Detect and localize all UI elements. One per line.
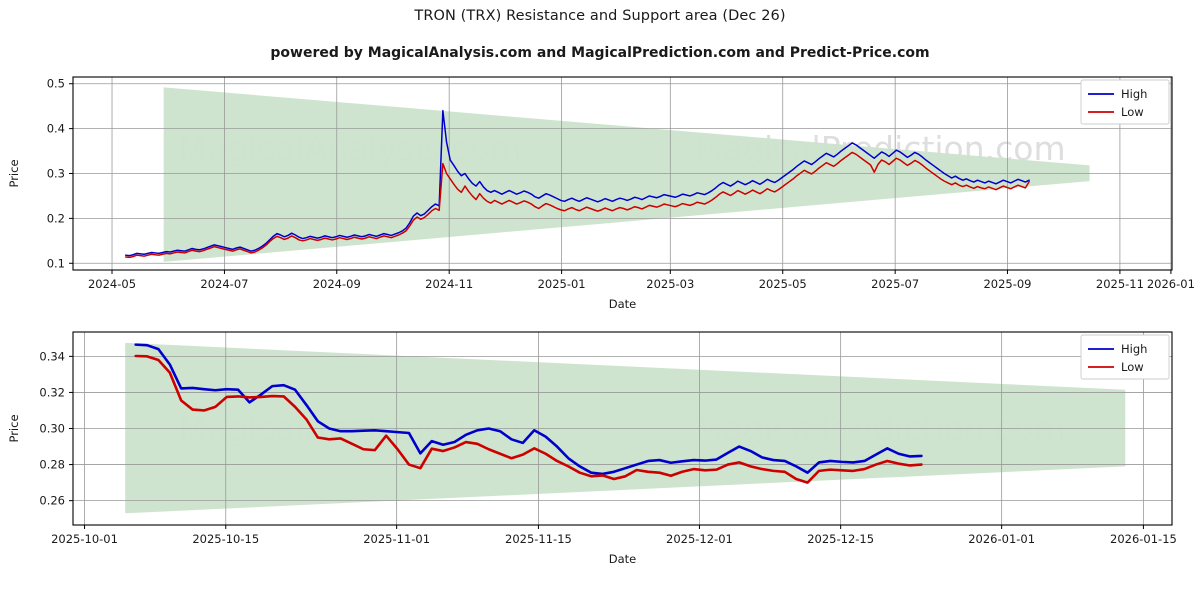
x-tick-label: 2025-05: [759, 277, 807, 291]
upper-chart-panel: MagicalAnalysis.com MagicalPrediction.com…: [0, 60, 1200, 315]
x-axis-label: Date: [609, 297, 637, 311]
series-line-high: [125, 109, 1030, 257]
chart-legend[interactable]: High Low: [1080, 334, 1170, 380]
x-tick-label: 2024-09: [313, 277, 361, 291]
x-tick-label: 2025-12-15: [807, 532, 874, 546]
y-tick-label: 0.2: [47, 211, 65, 225]
x-tick-label: 2025-11: [1096, 277, 1144, 291]
y-tick-label: 0.34: [39, 349, 65, 363]
x-tick-label: 2024-11: [425, 277, 473, 291]
x-tick-label: 2025-03: [646, 277, 694, 291]
y-tick-label: 0.3: [47, 167, 65, 181]
y-tick-label: 0.5: [47, 77, 65, 91]
series-line-high: [134, 343, 923, 476]
y-axis-label: Price: [7, 159, 21, 187]
y-tick-label: 0.32: [39, 385, 65, 399]
watermark-text: MagicalAnalysis.com: [178, 267, 521, 306]
plot-border: [72, 76, 1173, 271]
x-tick-label: 2026-01-15: [1110, 532, 1177, 546]
x-tick-label: 2025-09: [983, 277, 1031, 291]
x-tick-label: 2025-07: [871, 277, 919, 291]
x-tick-label: 2026-01: [1147, 277, 1195, 291]
legend-box: [1080, 334, 1170, 380]
x-tick-label: 2024-05: [88, 277, 136, 291]
x-tick-label: 2026-01-01: [968, 532, 1035, 546]
x-tick-label: 2025-11-01: [363, 532, 430, 546]
legend-label-low: Low: [1121, 105, 1144, 119]
x-tick-label: 2025-01: [538, 277, 586, 291]
watermark-text: MagicalPrediction.com: [694, 267, 1065, 306]
y-tick-label: 0.30: [39, 422, 65, 436]
plot-border: [72, 331, 1173, 526]
y-axis-label: Price: [7, 414, 21, 442]
x-axis-label: Date: [609, 552, 637, 566]
x-tick-label: 2025-10-01: [51, 532, 118, 546]
page-subtitle: powered by MagicalAnalysis.com and Magic…: [270, 45, 930, 61]
x-tick-label: 2025-11-15: [505, 532, 572, 546]
upper-chart-svg: MagicalAnalysis.com MagicalPrediction.com…: [7, 76, 1195, 311]
y-tick-label: 0.4: [47, 122, 65, 136]
y-tick-label: 0.1: [47, 256, 65, 270]
legend-label-low: Low: [1121, 360, 1144, 374]
lower-chart-svg: MagicalAnalysis.comMagicalPrediction.com…: [7, 331, 1177, 566]
x-tick-label: 2024-07: [200, 277, 248, 291]
series-line-low: [134, 354, 923, 484]
legend-box: [1080, 79, 1170, 125]
y-tick-label: 0.28: [39, 458, 65, 472]
legend-label-high: High: [1121, 342, 1147, 356]
resistance-support-band: [125, 342, 1126, 514]
page-title: TRON (TRX) Resistance and Support area (…: [414, 8, 786, 24]
lower-chart-panel: MagicalAnalysis.comMagicalPrediction.com…: [0, 315, 1200, 600]
x-tick-label: 2025-10-15: [192, 532, 259, 546]
x-tick-label: 2025-12-01: [666, 532, 733, 546]
chart-legend[interactable]: High Low: [1080, 79, 1170, 125]
y-tick-label: 0.26: [39, 494, 65, 508]
legend-label-high: High: [1121, 87, 1147, 101]
series-line-low: [125, 151, 1030, 259]
